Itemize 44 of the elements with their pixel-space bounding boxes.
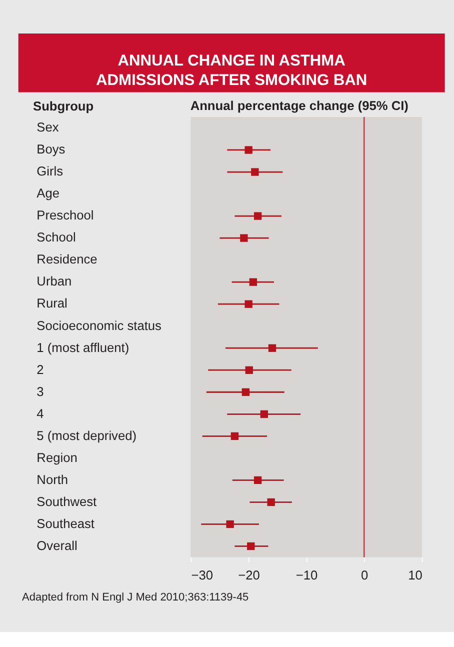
point [244,146,252,154]
y-tick-label: Sex [36,120,60,135]
x-tick-label: 0 [361,568,368,583]
y-tick-label: Southwest [36,494,98,509]
y-tick-label: Age [36,186,60,201]
point [240,234,248,242]
point [251,168,259,176]
chart-title: ANNUAL CHANGE IN ASTHMA ADMISSIONS AFTER SMOKING BAN [96,52,368,89]
point [254,212,262,220]
text: Adapted from N Engl J Med 2010;363:1139-45 [22,591,249,604]
y-tick-label: Preschool [36,208,94,223]
point [244,300,252,308]
y-tick-label: Socioeconomic status [36,318,162,333]
y-tick-label: 1 (most affluent) [36,340,130,355]
point [260,410,268,418]
y-tick-label: 4 [36,406,44,421]
point [267,498,275,506]
point [247,542,255,550]
x-tick-label: −20 [238,568,260,583]
y-tick-label: 3 [36,384,44,399]
y-tick-label: Urban [36,274,72,289]
y-tick-label: Rural [36,296,68,311]
y-tick-label: North [36,472,68,487]
y-tick-label: Residence [36,252,98,267]
y-tick-label: Girls [36,164,64,179]
y-tick-label: Region [36,450,78,465]
point [230,432,239,440]
x-tick-label: −10 [296,568,318,583]
point [254,476,262,484]
y-tick-label: 5 (most deprived) [36,428,137,443]
y-tick-label: Boys [36,142,66,157]
y-tick-label: School [36,230,76,245]
y-tick-label: Overall [36,538,78,553]
point [245,366,253,374]
y-tick-label: 2 [36,362,44,377]
point [226,520,234,528]
y-axis-title: Subgroup [33,98,94,114]
y-tick-label: Southeast [36,516,95,531]
x-tick-label: 10 [408,568,422,583]
point [242,388,250,396]
x-tick-label: −30 [191,568,213,583]
x-axis-title: Annual percentage change (95% CI) [190,98,408,113]
point [249,278,258,286]
point [268,344,276,352]
